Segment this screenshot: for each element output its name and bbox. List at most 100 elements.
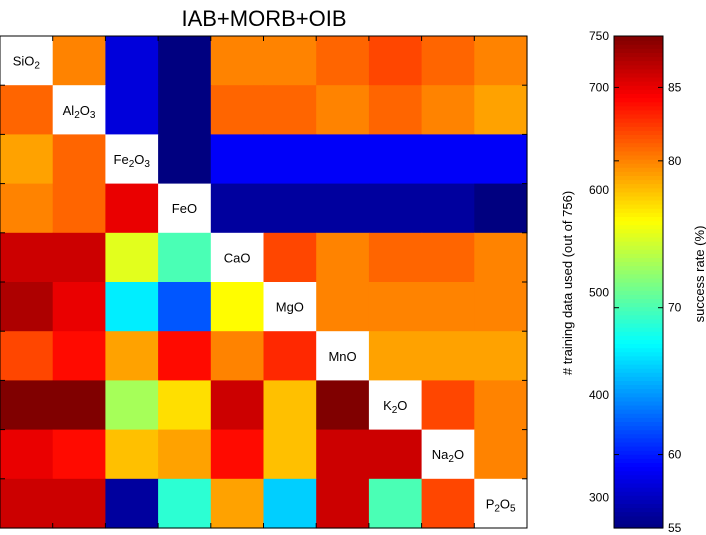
- heatmap-cell: [210, 85, 265, 135]
- heatmap-cell: [210, 36, 265, 86]
- colorbar-gradient-step: [614, 466, 663, 472]
- colorbar-gradient-step: [614, 118, 663, 123]
- colorbar-gradient-step: [614, 446, 663, 451]
- heatmap-cell: [0, 429, 54, 480]
- heatmap-cell: [105, 331, 159, 381]
- heatmap-cell: [368, 183, 423, 234]
- heatmap-cell: [158, 282, 212, 332]
- colorbar-gradient-step: [614, 126, 663, 131]
- colorbar: 55 60 70 80 85 300 400 500 600 700 750: [589, 29, 682, 535]
- colorbar-gradient-step: [614, 286, 663, 291]
- heatmap-cell: [105, 429, 159, 480]
- colorbar-gradient-step: [614, 167, 663, 172]
- diagonal-label: MgO: [276, 300, 304, 315]
- heatmap-cell: [421, 85, 475, 135]
- colorbar-gradient-step: [614, 64, 663, 70]
- colorbar-gradient-step: [614, 380, 663, 386]
- heatmap-cell: [210, 380, 265, 431]
- diagonal-cell: [368, 380, 423, 431]
- heatmap-cell: [263, 478, 317, 529]
- heatmap-cell: [474, 282, 528, 332]
- secondary-axis-tick-label: 750: [589, 29, 609, 43]
- colorbar-gradient-step: [614, 331, 663, 336]
- colorbar-gradient-step: [614, 142, 663, 148]
- colorbar-gradient-step: [614, 195, 663, 201]
- diagonal-cell: [263, 282, 317, 332]
- colorbar-gradient-step: [614, 405, 663, 410]
- colorbar-gradient-step: [614, 433, 663, 439]
- heatmap-cell: [52, 134, 106, 185]
- colorbar-gradient-step: [614, 204, 663, 209]
- colorbar-label: success rate (%): [692, 226, 706, 323]
- heatmap-cell: [158, 380, 212, 431]
- colorbar-gradient-step: [614, 175, 663, 181]
- colorbar-gradient-step: [614, 429, 663, 435]
- colorbar-gradient-step: [614, 212, 663, 217]
- colorbar-gradient-step: [614, 56, 663, 62]
- heatmap-cell: [105, 282, 159, 332]
- heatmap-cell: [105, 85, 159, 135]
- colorbar-gradient-step: [614, 458, 663, 463]
- colorbar-gradient-step: [614, 224, 663, 230]
- diagonal-labels: SiO2 Al2O3 Fe2O3 FeO CaO MgO MnO K2O Na2O P2O5: [13, 54, 516, 515]
- colorbar-gradient-step: [614, 392, 663, 398]
- heatmap-cell: [0, 134, 54, 185]
- colorbar-gradient-step: [614, 85, 663, 90]
- colorbar-tick-label: 60: [668, 448, 682, 462]
- colorbar-gradient-step: [614, 323, 663, 328]
- heatmap-cell: [316, 232, 370, 283]
- heatmap-cell: [263, 134, 317, 185]
- heatmap-cell: [263, 36, 317, 86]
- heatmap-cell: [421, 183, 475, 234]
- heatmap-cell: [263, 183, 317, 234]
- heatmap-cell: [0, 331, 54, 381]
- colorbar-gradient-step: [614, 507, 663, 513]
- colorbar-gradient-step: [614, 138, 663, 144]
- colorbar-gradient-step: [614, 470, 663, 476]
- heatmap-cell: [52, 478, 106, 529]
- colorbar-gradient-step: [614, 368, 663, 373]
- heatmap-cell: [316, 85, 370, 135]
- colorbar-gradient-step: [614, 163, 663, 168]
- colorbar-gradient-step: [614, 228, 663, 234]
- colorbar-gradient-step: [614, 290, 663, 295]
- colorbar-gradient-step: [614, 81, 663, 86]
- heatmap-cell: [52, 183, 106, 234]
- heatmap-cell: [158, 331, 212, 381]
- heatmap-cell: [421, 36, 475, 86]
- colorbar-gradient-step: [614, 425, 663, 431]
- heatmap-cell: [105, 380, 159, 431]
- colorbar-gradient-step: [614, 208, 663, 213]
- heatmap-cell: [52, 232, 106, 283]
- diagonal-label: P2O5: [486, 496, 516, 514]
- heatmap-cell: [316, 36, 370, 86]
- colorbar-gradient-step: [614, 265, 663, 271]
- heatmap-cell: [263, 380, 317, 431]
- heatmap-cell: [52, 36, 106, 86]
- colorbar-gradient-step: [614, 89, 663, 94]
- colorbar-gradient-step: [614, 232, 663, 238]
- heatmap-cell: [105, 36, 159, 86]
- heatmap-cell: [316, 380, 370, 431]
- heatmap-cell: [368, 478, 423, 529]
- heatmap-cell: [0, 478, 54, 529]
- colorbar-gradient-step: [614, 409, 663, 414]
- heatmap-cell: [421, 282, 475, 332]
- diagonal-label: FeO: [172, 201, 197, 216]
- heatmap-cell: [368, 282, 423, 332]
- colorbar-tick-label: 55: [668, 521, 682, 535]
- heatmap-cell: [474, 36, 528, 86]
- diagonal-label: SiO2: [13, 54, 41, 72]
- colorbar-gradient-step: [614, 478, 663, 484]
- heatmap-cell: [474, 380, 528, 431]
- heatmap-cell: [316, 183, 370, 234]
- colorbar-gradient-step: [614, 388, 663, 394]
- colorbar-gradient-step: [614, 298, 663, 304]
- colorbar-gradient-step: [614, 503, 663, 509]
- heatmap-cell: [158, 429, 212, 480]
- colorbar-gradient-step: [614, 101, 663, 107]
- colorbar-gradient-step: [614, 511, 663, 517]
- colorbar-gradient-step: [614, 253, 663, 258]
- secondary-axis-tick-label: 300: [589, 490, 609, 504]
- heatmap-cell: [368, 85, 423, 135]
